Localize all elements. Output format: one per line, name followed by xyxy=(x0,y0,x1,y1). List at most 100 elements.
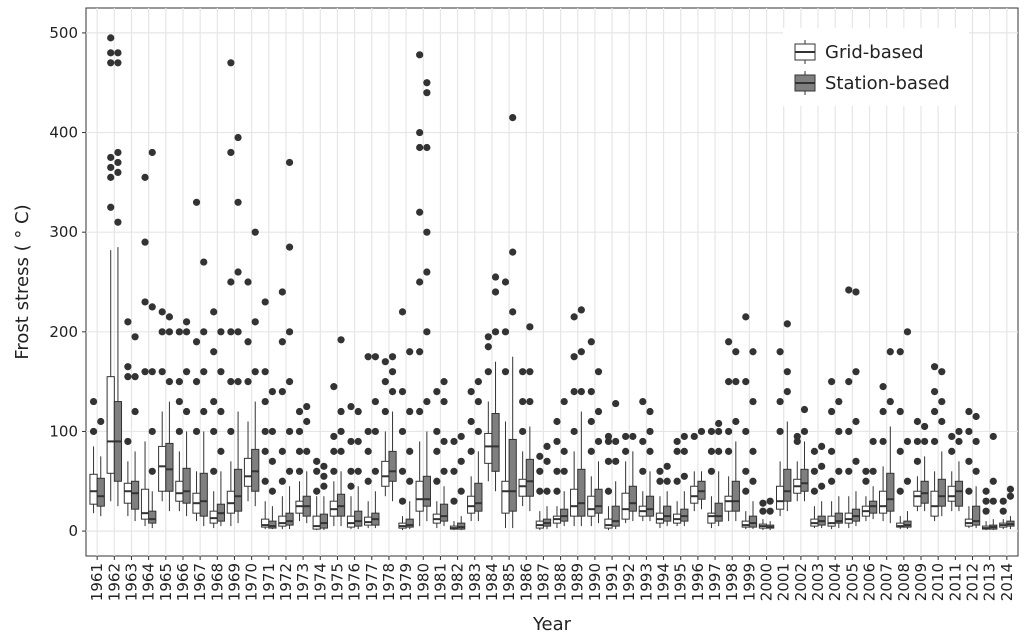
box xyxy=(278,515,287,527)
outlier xyxy=(474,378,482,386)
outlier xyxy=(165,378,174,386)
outlier xyxy=(406,407,414,416)
x-tick-label: 1999 xyxy=(740,563,758,601)
outlier xyxy=(707,467,716,475)
outlier xyxy=(416,128,424,137)
outlier xyxy=(982,497,990,505)
box xyxy=(388,450,397,482)
outlier xyxy=(268,487,276,495)
x-tick-label: 2004 xyxy=(826,563,844,601)
outlier xyxy=(388,353,397,361)
outlier xyxy=(200,407,208,416)
outlier xyxy=(491,273,500,281)
box xyxy=(354,510,363,527)
outlier xyxy=(450,437,458,446)
outlier xyxy=(124,373,132,381)
outlier xyxy=(114,218,122,226)
x-tick-label: 1997 xyxy=(706,563,724,601)
outlier xyxy=(210,467,218,475)
outlier xyxy=(210,348,218,356)
outlier xyxy=(107,153,115,162)
outlier xyxy=(869,467,877,475)
outlier xyxy=(200,368,208,376)
outlier xyxy=(423,89,431,97)
outlier xyxy=(416,278,424,286)
outlier xyxy=(526,368,534,376)
box xyxy=(123,482,132,504)
x-tick-label: 2005 xyxy=(843,563,861,601)
x-tick-label: 1993 xyxy=(637,563,655,601)
outlier xyxy=(244,378,252,386)
y-tick-label: 500 xyxy=(49,24,78,42)
outlier xyxy=(268,427,276,436)
outlier xyxy=(810,487,819,495)
outlier xyxy=(577,306,585,314)
outlier xyxy=(810,447,819,455)
box xyxy=(594,488,603,514)
box xyxy=(182,467,191,504)
box xyxy=(783,468,792,502)
outlier xyxy=(406,348,414,356)
outlier xyxy=(501,368,510,376)
outlier xyxy=(594,437,603,446)
box xyxy=(405,518,414,528)
outlier xyxy=(320,472,328,480)
outlier xyxy=(862,477,870,485)
outlier xyxy=(776,397,784,406)
outlier xyxy=(364,477,372,485)
outlier xyxy=(234,268,242,276)
outlier xyxy=(989,477,997,485)
outlier xyxy=(818,462,826,470)
outlier xyxy=(210,427,218,436)
outlier xyxy=(433,477,441,485)
outlier xyxy=(200,328,208,336)
box xyxy=(525,458,534,497)
box xyxy=(878,490,888,514)
outlier xyxy=(972,437,980,446)
legend-label: Station-based xyxy=(825,73,950,94)
outlier xyxy=(982,487,990,495)
outlier xyxy=(766,507,774,515)
outlier xyxy=(416,51,424,59)
outlier xyxy=(261,397,269,406)
outlier xyxy=(175,427,183,436)
outlier xyxy=(742,467,750,475)
outlier xyxy=(896,348,904,356)
outlier xyxy=(107,59,115,67)
box xyxy=(199,472,208,517)
outlier xyxy=(818,442,826,450)
outlier xyxy=(594,368,603,376)
outlier xyxy=(639,467,647,475)
outlier xyxy=(107,163,115,172)
outlier xyxy=(406,477,414,485)
outlier xyxy=(450,467,458,475)
outlier xyxy=(148,467,156,475)
outlier xyxy=(587,388,595,396)
outlier xyxy=(388,388,397,396)
outlier xyxy=(886,348,894,356)
outlier xyxy=(131,333,139,341)
outlier xyxy=(896,487,904,495)
outlier xyxy=(697,427,706,436)
outlier xyxy=(457,432,465,441)
outlier xyxy=(131,407,139,416)
outlier xyxy=(467,417,475,426)
outlier xyxy=(97,417,105,426)
outlier xyxy=(457,457,465,465)
outlier xyxy=(107,203,115,211)
outlier xyxy=(879,383,887,391)
outlier xyxy=(141,238,149,246)
outlier xyxy=(313,467,321,475)
outlier xyxy=(165,313,174,321)
outlier xyxy=(175,397,183,406)
outlier xyxy=(285,467,294,475)
outlier xyxy=(148,368,156,376)
outlier xyxy=(337,427,345,436)
outlier xyxy=(303,447,311,455)
outlier xyxy=(828,407,836,416)
outlier xyxy=(234,328,242,336)
outlier xyxy=(570,388,578,396)
outlier xyxy=(886,397,894,406)
box xyxy=(577,468,586,517)
box xyxy=(319,513,328,529)
